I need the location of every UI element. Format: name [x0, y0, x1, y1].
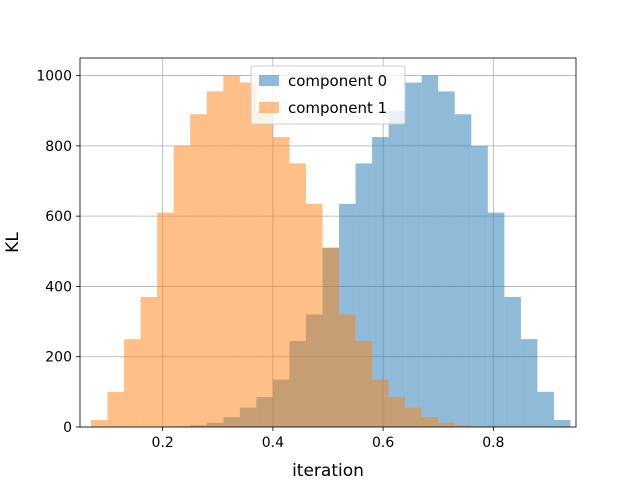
histogram-bar [124, 339, 141, 427]
x-tick-label: 0.2 [152, 435, 174, 451]
histogram-bar [322, 247, 340, 427]
histogram-bar [206, 91, 224, 427]
plot-frame [79, 57, 577, 428]
x-tick-label: 0.8 [482, 435, 504, 451]
ticks-layer: 0.2 0.4 0.6 0.8 0 200 400 600 800 1000 [36, 69, 504, 451]
histogram-bar [438, 91, 455, 427]
y-tick-label: 200 [45, 350, 72, 366]
histogram-bar [289, 163, 306, 427]
legend: component 0 component 1 [250, 65, 406, 125]
histogram-bar [405, 407, 422, 427]
legend-label-component-0: component 0 [288, 72, 387, 90]
histogram-bar [421, 75, 439, 428]
histogram-bar [190, 114, 207, 427]
y-tick-label: 0 [63, 420, 72, 436]
histogram-bar [520, 339, 538, 427]
histogram-bar [553, 419, 571, 427]
y-axis-title: KL [3, 232, 23, 253]
histogram-bar [272, 137, 290, 428]
histogram-bar [372, 137, 389, 428]
histogram-bar [421, 417, 439, 427]
histogram-bar [256, 110, 273, 427]
histogram-bar [454, 425, 472, 427]
histogram-bar [405, 82, 422, 427]
histogram-bar [91, 419, 108, 427]
histogram-bar [388, 397, 406, 427]
histogram-bar [504, 296, 521, 427]
legend-box [250, 65, 406, 125]
x-axis-title: iteration [292, 461, 364, 480]
histogram-bar [140, 296, 158, 427]
histogram-bar [438, 422, 455, 427]
histogram-bar [305, 203, 323, 427]
histogram-bar [223, 75, 240, 428]
histogram-bar [537, 391, 554, 427]
histogram-bar [471, 145, 488, 427]
histogram-bar [239, 82, 257, 427]
histogram-bar [454, 114, 472, 427]
histogram-bar [339, 314, 356, 427]
series-1-bars [91, 75, 488, 428]
y-tick-label: 800 [45, 139, 72, 155]
x-tick-label: 0.4 [262, 435, 284, 451]
y-tick-label: 1000 [36, 69, 72, 85]
histogram-bar [107, 391, 125, 427]
y-tick-label: 600 [45, 209, 72, 225]
histogram-bar [173, 145, 191, 427]
legend-swatch-component-0 [259, 75, 279, 86]
histogram-bar [372, 379, 389, 427]
bars-layer [91, 75, 571, 428]
histogram-bar [388, 110, 406, 427]
legend-label-component-1: component 1 [288, 99, 387, 117]
histogram-bar [157, 212, 174, 427]
histogram-bar [487, 212, 505, 427]
histogram-bar [355, 340, 373, 427]
y-tick-label: 400 [45, 279, 72, 295]
x-tick-label: 0.6 [372, 435, 394, 451]
legend-swatch-component-1 [259, 102, 279, 113]
